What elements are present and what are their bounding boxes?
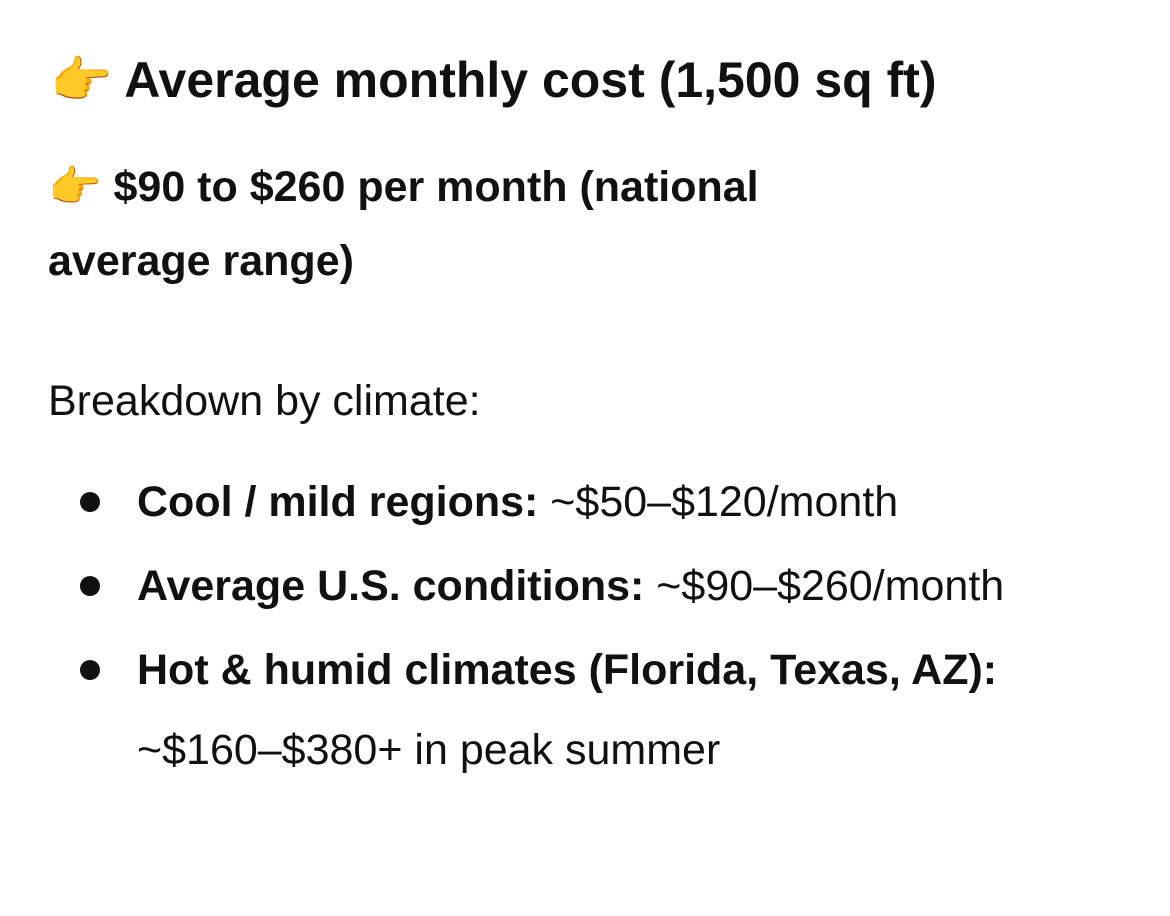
- bullet-item: Cool / mild regions: ~$50–$120/month: [0, 462, 1027, 542]
- item-value: ~$160–$380+ in peak summer: [137, 726, 721, 774]
- item-label: Hot & humid climates (Florida, Texas, AZ…: [137, 646, 998, 694]
- bullet-item: Hot & humid climates (Florida, Texas, AZ…: [0, 630, 1027, 790]
- section-label: Breakdown by climate:: [48, 377, 481, 425]
- subheading: 👉 $90 to $260 per month (national averag…: [48, 163, 759, 285]
- item-label: Average U.S. conditions:: [137, 562, 645, 610]
- bullet-item: Average U.S. conditions: ~$90–$260/month: [0, 546, 1027, 626]
- bullet-list: Cool / mild regions: ~$50–$120/month Aver…: [0, 462, 1100, 794]
- item-value: ~$90–$260/month: [656, 562, 1005, 610]
- item-value: ~$50–$120/month: [550, 478, 899, 526]
- heading: 👉 Average monthly cost (1,500 sq ft): [50, 52, 937, 108]
- item-label: Cool / mild regions:: [137, 478, 539, 526]
